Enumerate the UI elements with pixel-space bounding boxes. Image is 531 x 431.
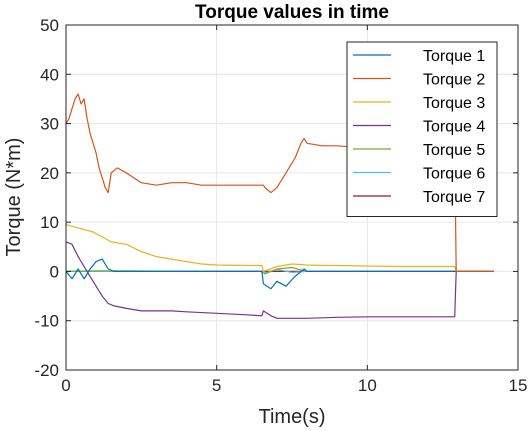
- x-tick-label: 5: [212, 376, 221, 395]
- chart-title: Torque values in time: [195, 2, 389, 23]
- x-tick-label: 0: [61, 376, 70, 395]
- series-line-torque-3: [65, 224, 494, 272]
- y-tick-label: 20: [40, 164, 59, 183]
- y-axis-label: Torque (N*m): [3, 138, 25, 257]
- plot-frame: [65, 24, 519, 371]
- legend-label: Torque 2: [423, 72, 485, 89]
- legend-box: [346, 41, 498, 217]
- legend: Torque 1 Torque 2 Torque 3 Torque 4 Torque 5…: [346, 41, 498, 217]
- legend-label: Torque 5: [423, 142, 485, 159]
- y-tick-label: -10: [34, 312, 59, 331]
- legend-label: Torque 4: [423, 119, 485, 136]
- series-line-torque-5: [65, 266, 494, 275]
- y-axis-ticks: -20 -10 0 10 20 30 40 50: [34, 16, 518, 380]
- y-tick-label: -20: [34, 361, 59, 380]
- legend-label: Torque 3: [423, 95, 485, 112]
- y-tick-label: 30: [40, 115, 59, 134]
- x-tick-label: 10: [358, 376, 377, 395]
- y-tick-label: 40: [40, 65, 59, 84]
- series-line-torque-4: [65, 241, 494, 319]
- x-tick-label: 15: [509, 376, 528, 395]
- y-tick-label: 10: [40, 213, 59, 232]
- series-line-torque-1: [65, 258, 494, 290]
- legend-label: Torque 1: [423, 48, 485, 65]
- series-line-torque-2: [65, 93, 494, 272]
- y-tick-label: 0: [50, 262, 59, 281]
- x-axis-label: Time(s): [258, 406, 325, 428]
- y-tick-label: 50: [40, 16, 59, 35]
- x-axis-ticks: 0 5 10 15: [61, 25, 527, 395]
- legend-label: Torque 6: [423, 166, 485, 183]
- series-lines: [65, 93, 494, 319]
- legend-label: Torque 7: [423, 189, 485, 206]
